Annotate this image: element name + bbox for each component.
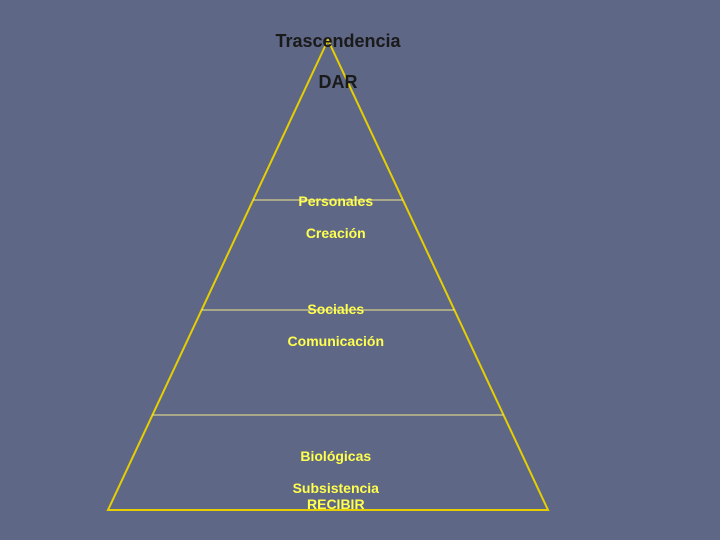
label-top-line2: DAR	[319, 72, 358, 92]
label-level-2-line1: Personales	[298, 193, 373, 209]
label-level-2-line2: Creación	[306, 225, 366, 241]
label-level-2: Personales Creación	[178, 177, 478, 257]
diagram-canvas: Trascendencia DAR Personales Creación So…	[0, 0, 720, 540]
label-level-3-line2: Comunicación	[288, 333, 384, 349]
label-top: Trascendencia DAR	[178, 10, 478, 113]
label-level-4-line1: Biológicas	[300, 448, 371, 464]
label-level-3: Sociales Comunicación	[178, 285, 478, 365]
label-top-line1: Trascendencia	[275, 31, 400, 51]
label-bottom-line1: RECIBIR	[307, 496, 365, 512]
label-bottom: RECIBIR	[178, 480, 478, 528]
label-level-3-line1: Sociales	[307, 301, 364, 317]
